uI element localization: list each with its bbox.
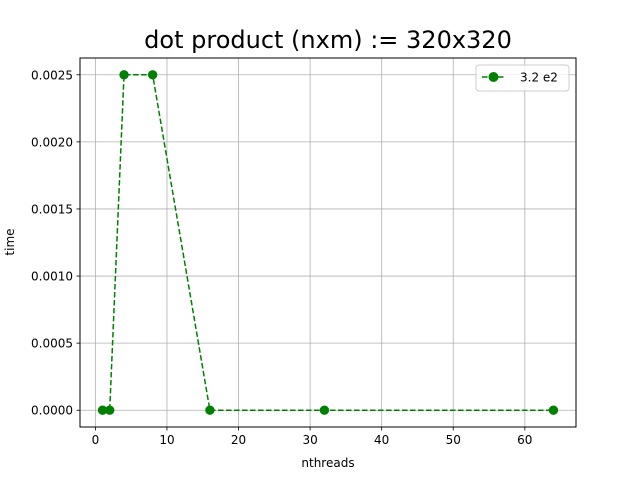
y-tick-label: 0.0020 <box>31 135 73 149</box>
y-tick-label: 0.0005 <box>31 337 73 351</box>
data-point <box>119 70 129 80</box>
y-tick-label: 0.0025 <box>31 68 73 82</box>
x-axis-label: nthreads <box>301 456 354 470</box>
y-tick-label: 0.0000 <box>31 404 73 418</box>
x-tick-label: 30 <box>302 433 317 447</box>
x-tick-label: 60 <box>517 433 532 447</box>
series-group <box>97 70 559 415</box>
x-tick-label: 20 <box>231 433 246 447</box>
data-point <box>105 405 115 415</box>
chart-title: dot product (nxm) := 320x320 <box>144 26 512 54</box>
data-point <box>319 405 330 415</box>
y-tick-label: 0.0015 <box>31 202 73 216</box>
x-tick-label: 10 <box>159 433 174 447</box>
legend-marker-sample <box>488 72 499 82</box>
x-axis: 0 10 20 30 40 50 60 <box>92 427 532 447</box>
x-tick-label: 0 <box>92 433 100 447</box>
data-point <box>147 70 158 80</box>
y-tick-label: 0.0010 <box>31 270 73 284</box>
grid <box>80 58 576 427</box>
y-axis-label: time <box>3 228 17 255</box>
legend: 3.2 e2 <box>475 64 570 92</box>
y-axis: 0.0000 0.0005 0.0010 0.0015 0.0020 0.0025 <box>31 68 80 418</box>
plot-area-frame <box>79 57 577 428</box>
series-line <box>102 74 554 411</box>
legend-label: 3.2 e2 <box>520 71 558 85</box>
data-point <box>205 405 215 415</box>
x-tick-label: 40 <box>374 433 389 447</box>
x-tick-label: 50 <box>446 433 461 447</box>
data-point <box>548 405 559 415</box>
legend-box <box>475 64 570 92</box>
